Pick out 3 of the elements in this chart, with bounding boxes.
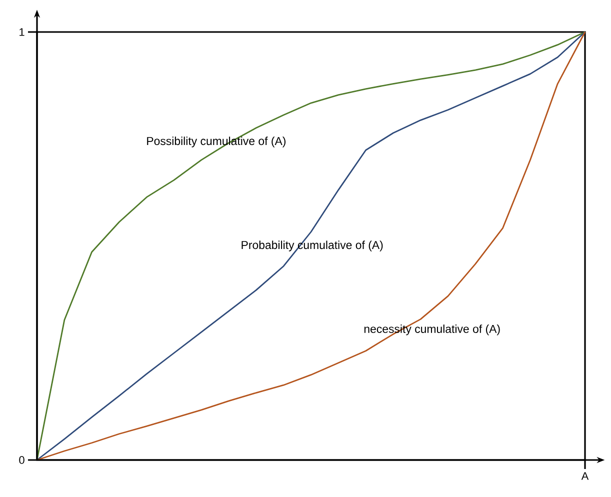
x-tick-label: A <box>581 472 589 480</box>
y-tick-label: 1 <box>20 28 24 36</box>
y-tick-label: 0 <box>19 456 24 464</box>
